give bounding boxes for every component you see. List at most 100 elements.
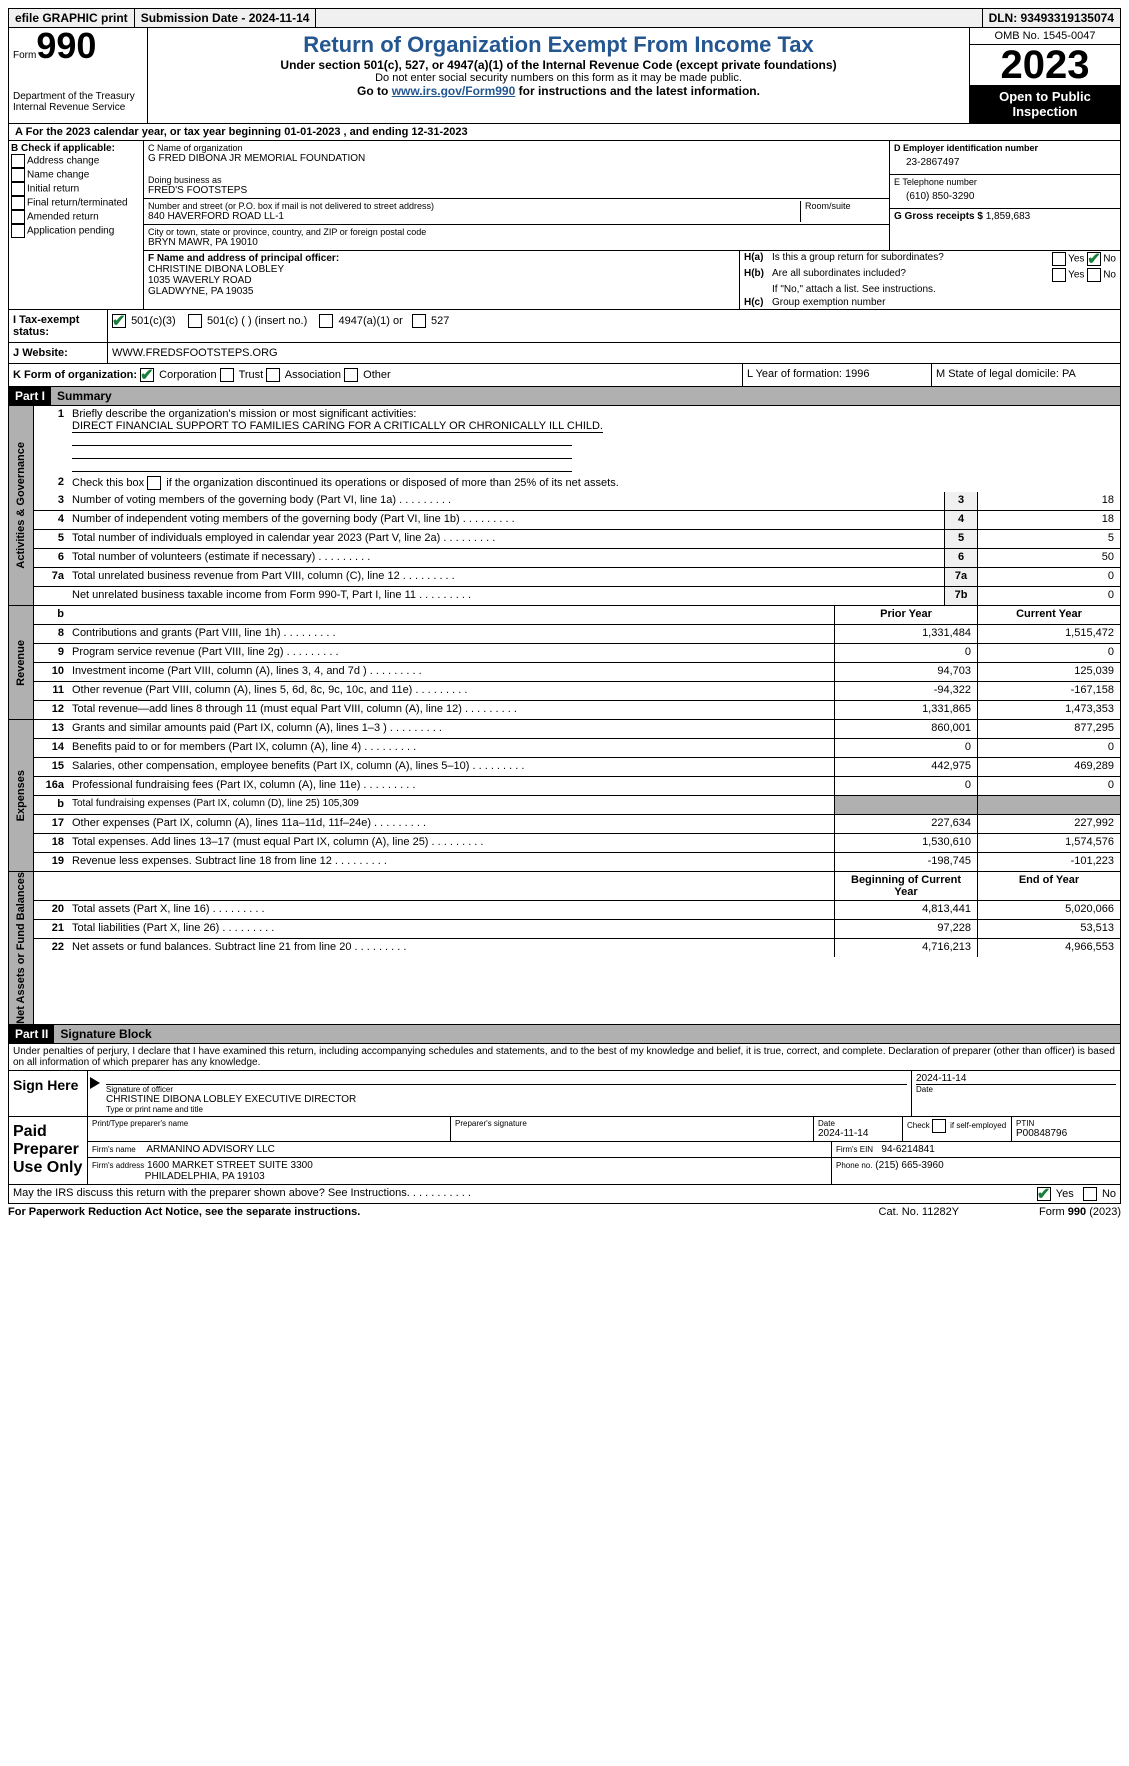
cb-final-return[interactable] — [11, 196, 25, 210]
part2-header: Part II Signature Block — [8, 1025, 1121, 1044]
cb-discuss-no[interactable] — [1083, 1187, 1097, 1201]
cb-other[interactable] — [344, 368, 358, 382]
part2-title: Signature Block — [54, 1025, 1120, 1043]
firm-addr-label: Firm's address — [92, 1161, 144, 1170]
cb-501c[interactable] — [188, 314, 202, 328]
firm-phone: (215) 665-3960 — [875, 1160, 943, 1171]
cb-name-change[interactable] — [11, 168, 25, 182]
website-value: WWW.FREDSFOOTSTEPS.ORG — [107, 343, 1120, 363]
sign-date: 2024-11-14 — [916, 1073, 1116, 1085]
goto-suffix: for instructions and the latest informat… — [515, 84, 760, 98]
netassets-section: Net Assets or Fund Balances Beginning of… — [8, 872, 1121, 1025]
hc-question: Group exemption number — [772, 297, 1116, 308]
firm-name: ARMANINO ADVISORY LLC — [146, 1144, 275, 1155]
no-label2: No — [1103, 270, 1116, 281]
dln-label: DLN: 93493319135074 — [982, 9, 1120, 27]
part1-title: Summary — [51, 387, 1120, 405]
prep-date: 2024-11-14 — [818, 1128, 898, 1139]
summary-row: 9Program service revenue (Part VIII, lin… — [34, 644, 1120, 663]
prior-year-header: Prior Year — [834, 606, 977, 624]
org-name: G FRED DIBONA JR MEMORIAL FOUNDATION — [148, 153, 885, 164]
cb-ha-yes[interactable] — [1052, 252, 1066, 266]
signature-block: Under penalties of perjury, I declare th… — [8, 1044, 1121, 1204]
discuss-question: May the IRS discuss this return with the… — [13, 1187, 410, 1199]
sign-here-label: Sign Here — [9, 1071, 88, 1116]
summary-row: 22Net assets or fund balances. Subtract … — [34, 939, 1120, 957]
other-label: Other — [363, 369, 391, 381]
top-bar: efile GRAPHIC print Submission Date - 20… — [8, 8, 1121, 28]
cb-4947[interactable] — [319, 314, 333, 328]
prep-sig-label: Preparer's signature — [455, 1119, 809, 1128]
summary-row: 15Salaries, other compensation, employee… — [34, 758, 1120, 777]
b-label: B Check if applicable: — [11, 143, 141, 154]
ein-value: 23-2867497 — [894, 153, 1116, 172]
summary-row-b: bTotal fundraising expenses (Part IX, co… — [34, 796, 1120, 815]
prep-date-label: Date — [818, 1119, 898, 1128]
ha-question: Is this a group return for subordinates? — [772, 252, 1026, 266]
summary-row: 12Total revenue—add lines 8 through 11 (… — [34, 701, 1120, 719]
dba-value: FRED'S FOOTSTEPS — [148, 185, 885, 196]
paid-preparer-label: Paid Preparer Use Only — [9, 1117, 88, 1184]
summary-row: 4Number of independent voting members of… — [34, 511, 1120, 530]
cb-hb-no[interactable] — [1087, 268, 1101, 282]
cb-application-pending[interactable] — [11, 224, 25, 238]
cb-discuss-yes[interactable] — [1037, 1187, 1051, 1201]
summary-row: Net unrelated business taxable income fr… — [34, 587, 1120, 605]
tax-exempt-row: I Tax-exempt status: 501(c)(3) 501(c) ( … — [8, 310, 1121, 343]
cb-association[interactable] — [266, 368, 280, 382]
gross-receipts: 1,859,683 — [986, 211, 1031, 222]
prep-name-label: Print/Type preparer's name — [92, 1119, 446, 1128]
firm-addr1: 1600 MARKET STREET SUITE 3300 — [147, 1160, 313, 1171]
cb-corporation[interactable] — [140, 368, 154, 382]
g-label: G Gross receipts $ — [894, 211, 983, 222]
addr-change-label: Address change — [27, 156, 99, 167]
initial-return-label: Initial return — [27, 184, 79, 195]
governance-tab: Activities & Governance — [15, 442, 27, 569]
cb-527[interactable] — [412, 314, 426, 328]
tax-year: 2023 — [970, 45, 1120, 85]
cb-discontinued[interactable] — [147, 476, 161, 490]
arrow-icon — [90, 1077, 100, 1089]
submission-date: Submission Date - 2024-11-14 — [135, 9, 317, 27]
cb-self-employed[interactable] — [932, 1119, 946, 1133]
cb-ha-no[interactable] — [1087, 252, 1101, 266]
discuss-yes: Yes — [1056, 1188, 1074, 1200]
cb-trust[interactable] — [220, 368, 234, 382]
line-a-text: For the 2023 calendar year, or tax year … — [26, 126, 468, 138]
cat-number: Cat. No. 11282Y — [879, 1206, 960, 1218]
current-year-header: Current Year — [977, 606, 1120, 624]
summary-row: 8Contributions and grants (Part VIII, li… — [34, 625, 1120, 644]
cb-501c3[interactable] — [112, 314, 126, 328]
c-name-label: C Name of organization — [148, 143, 885, 153]
summary-row: 5Total number of individuals employed in… — [34, 530, 1120, 549]
sign-date-label: Date — [916, 1085, 1116, 1094]
form-subtitle: Under section 501(c), 527, or 4947(a)(1)… — [152, 58, 965, 72]
firm-ein-label: Firm's EIN — [836, 1145, 873, 1154]
cb-address-change[interactable] — [11, 154, 25, 168]
street-value: 840 HAVERFORD ROAD LL-1 — [148, 211, 800, 222]
summary-row: 14Benefits paid to or for members (Part … — [34, 739, 1120, 758]
firm-name-label: Firm's name — [92, 1145, 136, 1154]
revenue-section: Revenue b Prior Year Current Year 8Contr… — [8, 606, 1121, 720]
page-footer: For Paperwork Reduction Act Notice, see … — [8, 1204, 1121, 1218]
summary-row: 11Other revenue (Part VIII, column (A), … — [34, 682, 1120, 701]
part2-label: Part II — [9, 1025, 54, 1043]
goto-link[interactable]: www.irs.gov/Form990 — [392, 84, 516, 98]
cb-hb-yes[interactable] — [1052, 268, 1066, 282]
part1-label: Part I — [9, 387, 51, 405]
opt-4947: 4947(a)(1) or — [339, 315, 403, 327]
hb-note: If "No," attach a list. See instructions… — [772, 284, 1116, 295]
yes-label2: Yes — [1068, 270, 1084, 281]
dba-label: Doing business as — [148, 175, 885, 185]
app-pending-label: Application pending — [27, 226, 114, 237]
cb-initial-return[interactable] — [11, 182, 25, 196]
begin-year-header: Beginning of Current Year — [834, 872, 977, 900]
summary-row: 17Other expenses (Part IX, column (A), l… — [34, 815, 1120, 834]
summary-row: 13Grants and similar amounts paid (Part … — [34, 720, 1120, 739]
goto-prefix: Go to — [357, 84, 392, 98]
summary-row: 16aProfessional fundraising fees (Part I… — [34, 777, 1120, 796]
form-number: 990 — [36, 25, 96, 66]
f-label: F Name and address of principal officer: — [148, 253, 735, 264]
website-row: J Website: WWW.FREDSFOOTSTEPS.ORG — [8, 343, 1121, 364]
cb-amended-return[interactable] — [11, 210, 25, 224]
